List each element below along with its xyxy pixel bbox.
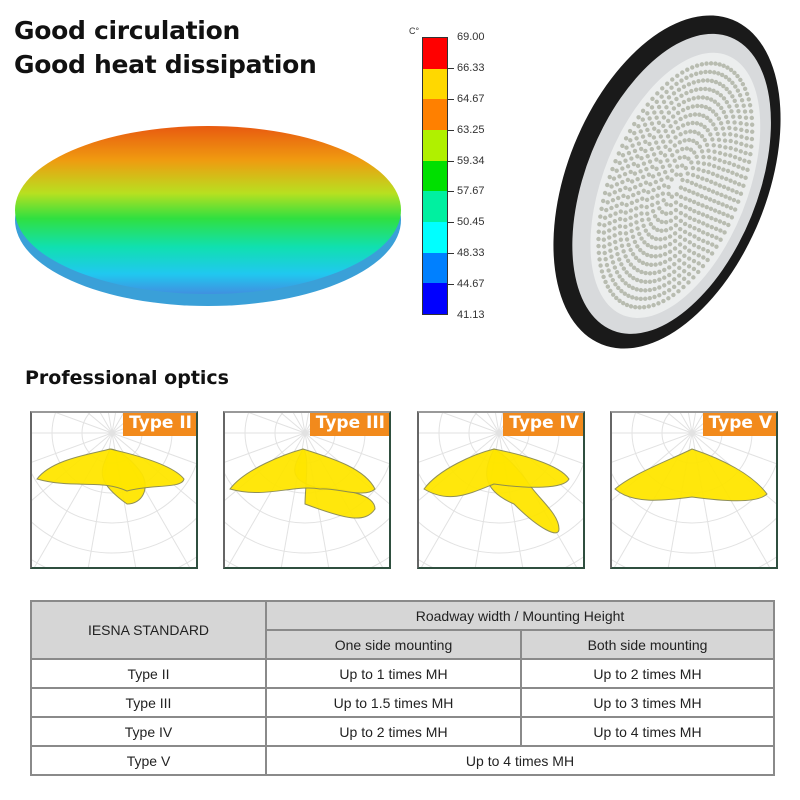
cell-merged: Up to 4 times MH (265, 745, 775, 776)
thermal-simulation-disc (15, 126, 401, 306)
cell-one-side: Up to 1.5 times MH (265, 687, 522, 718)
cell-both-side: Up to 2 times MH (520, 658, 775, 689)
scale-label: 63.25 (457, 123, 485, 136)
color-bar (422, 37, 448, 315)
color-band (423, 283, 447, 315)
table-row: Type IV Up to 2 times MH Up to 4 times M… (30, 716, 775, 747)
headline-line-1: Good circulation (14, 16, 240, 45)
table-row: Type V Up to 4 times MH (30, 745, 775, 776)
color-band (423, 68, 447, 100)
scale-label: 57.67 (457, 185, 485, 198)
light-lobe (614, 448, 768, 502)
polar-distribution-diagram (419, 413, 583, 567)
scale-label: 69.00 (457, 31, 485, 43)
color-band (423, 222, 447, 253)
polar-distribution-diagram (225, 413, 389, 567)
type-tag: Type III (309, 413, 389, 436)
light-lobe (36, 448, 185, 492)
cell-type: Type IV (30, 716, 267, 747)
cell-one-side: Up to 2 times MH (265, 716, 522, 747)
header-both-side: Both side mounting (520, 629, 775, 660)
headline-line-2: Good heat dissipation (14, 50, 317, 79)
cell-type: Type III (30, 687, 267, 718)
table-row: Type II Up to 1 times MH Up to 2 times M… (30, 658, 775, 689)
cell-both-side: Up to 4 times MH (520, 716, 775, 747)
color-band (423, 252, 447, 284)
optic-panel-type-iv: Type IV (417, 411, 585, 569)
optic-panel-type-v: Type V (610, 411, 778, 569)
ufo-high-bay-lamp-image (553, 15, 781, 349)
color-band (423, 191, 447, 223)
iesna-table: IESNA STANDARD Roadway width / Mounting … (30, 600, 775, 776)
temperature-unit: C° (409, 26, 420, 36)
color-band (423, 99, 447, 131)
header-one-side: One side mounting (265, 629, 522, 660)
scale-label: 59.34 (457, 154, 485, 167)
scale-label: 41.13 (457, 309, 485, 321)
optics-title: Professional optics (25, 367, 229, 389)
scale-label: 64.67 (457, 92, 485, 105)
polar-distribution-diagram (612, 413, 776, 567)
polar-distribution-diagram (32, 413, 196, 567)
cell-type: Type II (30, 658, 267, 689)
optic-panel-type-iii: Type III (223, 411, 391, 569)
optic-panel-type-ii: Type II (30, 411, 198, 569)
color-band (423, 160, 447, 192)
table-row: Type III Up to 1.5 times MH Up to 3 time… (30, 687, 775, 718)
header-group: Roadway width / Mounting Height (265, 600, 775, 631)
cell-both-side: Up to 3 times MH (520, 687, 775, 718)
type-tag: Type IV (503, 413, 583, 436)
light-lobe (229, 448, 376, 494)
scale-label: 66.33 (457, 61, 485, 74)
scale-label: 50.45 (457, 216, 485, 229)
scale-label: 44.67 (457, 278, 485, 291)
type-tag: Type V (702, 413, 776, 436)
color-band (423, 130, 447, 161)
cell-one-side: Up to 1 times MH (265, 658, 522, 689)
type-tag: Type II (123, 413, 196, 436)
color-band (423, 38, 447, 69)
light-lobe (423, 448, 570, 498)
scale-label: 48.33 (457, 247, 485, 260)
temperature-scale: C° 69.00 66.33 64.67 63.25 59.34 57.67 50.45 48… (405, 26, 515, 328)
cell-type: Type V (30, 745, 267, 776)
header-standard: IESNA STANDARD (30, 600, 267, 660)
